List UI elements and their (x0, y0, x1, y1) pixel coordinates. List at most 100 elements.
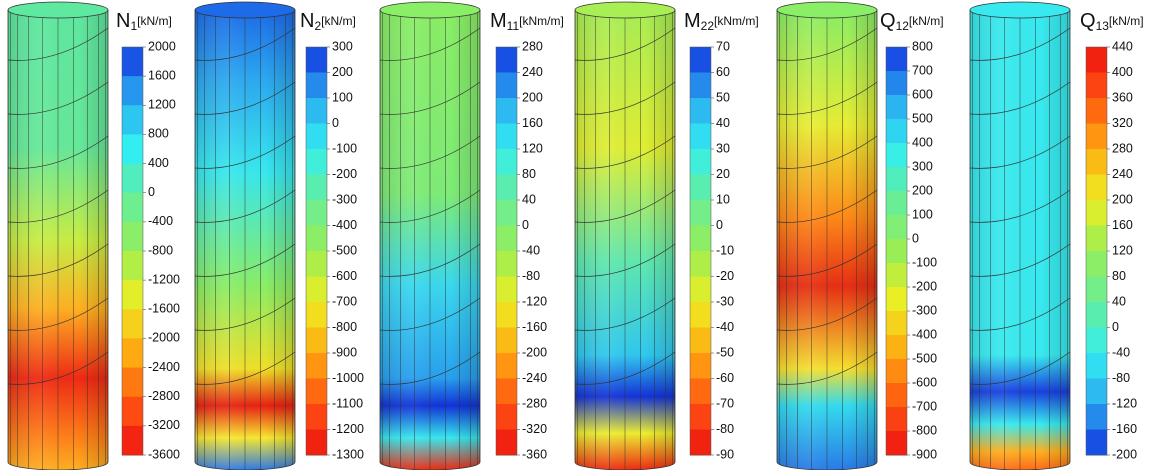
colorbar-band (496, 123, 517, 150)
colorbar-band (690, 302, 711, 328)
colorbar-tick-label: 400 (1112, 65, 1133, 79)
colorbar-band (496, 174, 517, 201)
panel-title: M11[kNm/m] (490, 10, 564, 33)
colorbar-tick-label: 30 (716, 141, 730, 155)
colorbar-band (690, 123, 711, 150)
colorbar-band (306, 251, 327, 277)
colorbar-tick-label: 240 (1112, 167, 1133, 181)
colorbar-band (496, 149, 517, 175)
colorbar-tick-label: -1100 (332, 396, 363, 410)
colorbar-band (690, 98, 711, 124)
colorbar-band (496, 404, 517, 430)
colorbar-band (690, 276, 711, 303)
colorbar-tick-label: -1600 (148, 302, 180, 316)
colorbar-band (496, 98, 517, 124)
colorbar-tick-label: 200 (332, 65, 353, 79)
colorbar-band (1086, 378, 1107, 405)
colorbar-band (306, 302, 327, 328)
colorbar-band (1086, 174, 1107, 201)
colorbar-band (496, 225, 517, 252)
mesh-ring (776, 189, 878, 223)
colorbar-tick-label: 0 (522, 218, 529, 232)
mesh-ring (969, 297, 1071, 331)
colorbar-tick-label: -50 (716, 345, 734, 359)
colorbar-tick-label: -2400 (148, 360, 180, 374)
mesh-ring (969, 27, 1071, 61)
title-symbol: M (684, 10, 701, 32)
colorbar-band (122, 367, 143, 398)
colorbar-band (886, 47, 907, 72)
title-subscript: 12 (896, 19, 910, 33)
colorbar-tick-label: -60 (716, 371, 734, 385)
mesh-ring (194, 81, 296, 115)
colorbar-tick-label: -100 (912, 255, 937, 269)
panel-title: Q12[kN/m] (880, 10, 944, 33)
colorbar-tick-label: 120 (1112, 243, 1133, 257)
title-subscript: 13 (1096, 19, 1110, 33)
colorbar-frame (885, 46, 908, 456)
colorbar-band (306, 353, 327, 379)
colorbar-band (886, 95, 907, 120)
colorbar-band (306, 404, 327, 430)
colorbar-band (886, 239, 907, 264)
colorbar-band (122, 280, 143, 310)
mesh-ring (574, 189, 676, 223)
mesh-ring (7, 189, 109, 223)
colorbar-tick-label: -2000 (148, 331, 180, 345)
colorbar-band (886, 311, 907, 336)
colorbar-band (886, 407, 907, 432)
colorbar-tick-label: 80 (522, 167, 536, 181)
colorbar-band (122, 309, 143, 339)
colorbar-band (306, 378, 327, 405)
mesh-ring (379, 351, 481, 385)
mesh-ring (7, 297, 109, 331)
colorbar-band (496, 378, 517, 405)
panel-title: N2[kN/m] (300, 10, 356, 33)
colorbar-band (306, 47, 327, 73)
mesh-ring (969, 351, 1071, 385)
mesh-ring (7, 243, 109, 277)
colorbar-tick-label: 200 (522, 90, 543, 104)
mesh-ring (776, 351, 878, 385)
colorbar-band (886, 335, 907, 360)
mesh-ring (194, 243, 296, 277)
title-subscript: 22 (701, 19, 715, 33)
mesh-ring (969, 189, 1071, 223)
mesh-ring (574, 27, 676, 61)
colorbar-tick-label: -200 (522, 345, 547, 359)
colorbar-tick-label: 320 (1112, 116, 1133, 130)
colorbar-band (1086, 276, 1107, 303)
colorbar-band (306, 123, 327, 150)
colorbar-band (690, 327, 711, 354)
title-symbol: M (490, 10, 507, 32)
colorbar-band (690, 47, 711, 73)
colorbar-band (122, 396, 143, 427)
colorbar-tick-label: -120 (1112, 396, 1137, 410)
colorbar-band (122, 134, 143, 165)
mesh-ring (574, 135, 676, 169)
title-subscript: 2 (314, 19, 321, 33)
colorbar-band (122, 76, 143, 106)
colorbar-tick-label: 400 (148, 156, 169, 170)
mesh-ring (776, 27, 878, 61)
mesh-ring (574, 297, 676, 331)
colorbar-band (122, 338, 143, 369)
title-subscript: 1 (130, 19, 137, 33)
title-symbol: Q (1080, 10, 1096, 32)
title-symbol: Q (880, 10, 896, 32)
panel-title: N1[kN/m] (116, 10, 172, 33)
colorbar-tick-label: 280 (522, 39, 543, 53)
mesh-ring (194, 135, 296, 169)
colorbar-tick-label: -3200 (148, 418, 180, 432)
mesh-ring (7, 135, 109, 169)
colorbar-band (690, 200, 711, 226)
colorbar-band (886, 287, 907, 312)
colorbar-tick-label: 160 (522, 116, 543, 130)
colorbar-band (496, 251, 517, 277)
colorbar-band (886, 143, 907, 168)
colorbar-tick-label: -320 (522, 422, 547, 436)
colorbar-band (690, 225, 711, 252)
mesh-ring (776, 297, 878, 331)
title-symbol: N (116, 10, 130, 32)
colorbar-band (690, 72, 711, 99)
